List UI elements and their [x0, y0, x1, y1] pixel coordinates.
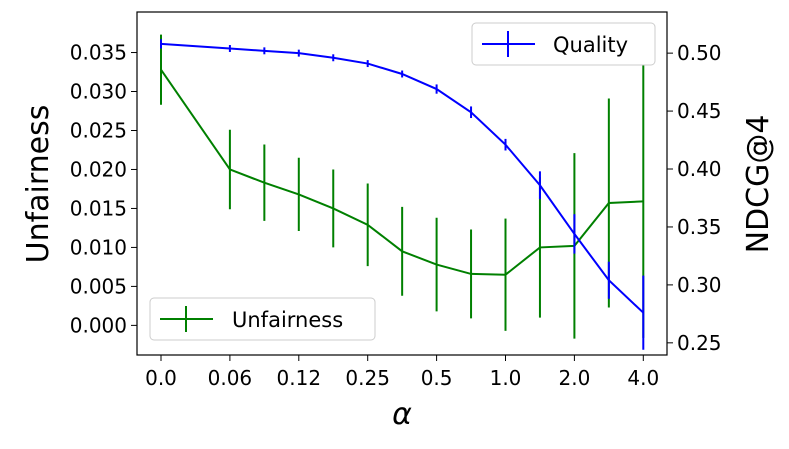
x-tick-label: 0.0 [145, 366, 177, 390]
series-line-quality [160, 42, 644, 314]
plot-area [160, 34, 645, 350]
left-y-tick-label: 0.000 [70, 313, 127, 337]
series-quality [160, 39, 645, 350]
right-y-axis-label: NDCG@4 [741, 115, 776, 254]
left-y-tick-label: 0.005 [70, 274, 127, 298]
right-y-tick-label: 0.25 [677, 331, 722, 355]
left-y-tick-label: 0.015 [70, 196, 127, 220]
series-unfairness [160, 34, 645, 339]
right-y-tick-label: 0.45 [677, 99, 722, 123]
x-tick-label: 1.0 [490, 366, 522, 390]
right-y-tick-label: 0.40 [677, 157, 722, 181]
x-tick-label: 4.0 [627, 366, 659, 390]
x-tick-label: 0.5 [421, 366, 453, 390]
legend-unfairness: Unfairness [149, 297, 376, 341]
left-y-tick-label: 0.020 [70, 157, 127, 181]
x-axis-label: α [392, 397, 412, 432]
legend-quality-label: Quality [553, 33, 628, 57]
right-y-axis: 0.25 0.30 0.35 0.40 0.45 0.50 [667, 41, 722, 355]
left-y-tick-label: 0.025 [70, 118, 127, 142]
x-tick-label: 0.12 [277, 366, 322, 390]
legend-quality: Quality [471, 22, 656, 66]
axes-frame [136, 11, 668, 356]
right-y-tick-label: 0.30 [677, 273, 722, 297]
left-y-tick-label: 0.035 [70, 41, 127, 65]
x-axis: 0.0 0.06 0.12 0.25 0.5 1.0 2.0 4.0 [145, 355, 659, 390]
x-tick-label: 0.25 [345, 366, 390, 390]
left-y-axis-label: Unfairness [21, 105, 56, 264]
left-y-axis: 0.000 0.005 0.010 0.015 0.020 0.025 0.030 0.035 [70, 41, 137, 337]
x-tick-label: 0.06 [208, 366, 253, 390]
right-y-tick-label: 0.50 [677, 41, 722, 65]
series-line-unfairness [160, 69, 644, 276]
right-y-tick-label: 0.35 [677, 215, 722, 239]
left-y-tick-label: 0.030 [70, 80, 127, 104]
legend-unfairness-label: Unfairness [232, 308, 343, 332]
left-y-tick-label: 0.010 [70, 235, 127, 259]
x-tick-label: 2.0 [558, 366, 590, 390]
